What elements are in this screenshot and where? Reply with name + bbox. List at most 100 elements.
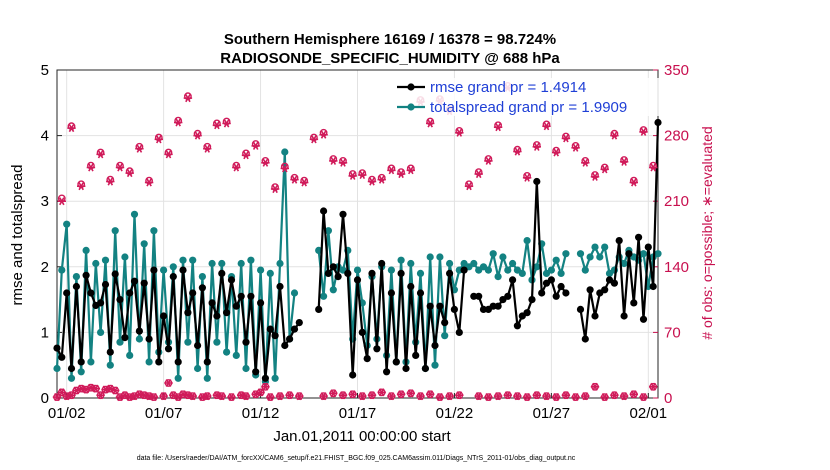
obs-evaluated-stroke <box>398 170 404 179</box>
obs-evaluated-marker <box>406 389 415 398</box>
spread-point <box>547 266 556 274</box>
obs-evaluated-marker <box>426 390 435 399</box>
rmse-point <box>261 374 269 382</box>
rmse-point <box>339 210 347 218</box>
rmse-point <box>271 332 279 340</box>
spread-point <box>470 259 478 268</box>
rmse-point <box>378 259 386 268</box>
obs-evaluated-stroke <box>485 393 492 402</box>
rmse-point <box>223 309 231 317</box>
rmse-point <box>373 345 381 353</box>
obs-evaluated-stroke <box>180 390 186 399</box>
spread-point <box>557 269 565 277</box>
obs-evaluated-stroke <box>650 163 656 172</box>
obs-evaluated-stroke <box>640 393 647 402</box>
y-tick-label: 2 <box>41 259 49 276</box>
obs-evaluated-marker <box>377 175 386 184</box>
spread-point <box>92 259 100 268</box>
obs-evaluated-stroke <box>146 178 152 187</box>
rmse-point <box>189 289 197 297</box>
obs-evaluated-marker <box>513 147 522 156</box>
rmse-point <box>421 364 429 373</box>
rmse-point <box>363 355 371 363</box>
spread-point <box>329 286 337 294</box>
obs-evaluated-stroke <box>388 392 395 401</box>
rmse-point <box>111 270 119 278</box>
obs-evaluated-stroke <box>485 156 492 165</box>
x-axis-label: Jan.01,2011 00:00:00 start <box>273 428 451 445</box>
obs-evaluated-stroke <box>320 130 327 139</box>
obs-evaluated-stroke <box>446 392 453 401</box>
obs-evaluated-stroke <box>553 393 559 402</box>
spread-point <box>508 259 517 268</box>
rmse-point <box>213 312 221 320</box>
obs-evaluated-stroke <box>378 388 385 397</box>
spread-point <box>223 348 231 356</box>
rmse-point <box>169 273 177 281</box>
obs-evaluated-marker <box>96 391 105 400</box>
obs-evaluated-marker <box>241 151 251 160</box>
rmse-point <box>547 276 556 284</box>
rmse-point <box>257 299 265 307</box>
rmse-point <box>475 292 483 300</box>
rmse-point <box>455 328 463 336</box>
rmse-point <box>407 282 415 291</box>
obs-evaluated-marker <box>542 392 551 401</box>
obs-evaluated-marker <box>581 392 590 401</box>
obs-evaluated-stroke <box>311 135 317 144</box>
obs-evaluated-stroke <box>475 170 482 179</box>
rmse-point <box>232 302 240 310</box>
spread-point <box>198 273 206 281</box>
rmse-point <box>334 273 342 281</box>
obs-evaluated-marker <box>493 392 503 401</box>
y2-axis-label: # of obs: o=possible; ∗=evaluated <box>699 126 715 339</box>
obs-evaluated-stroke <box>330 156 337 165</box>
obs-evaluated-marker <box>435 393 445 402</box>
chart-title: Southern Hemisphere 16169 / 16378 = 98.7… <box>224 31 556 48</box>
obs-evaluated-marker <box>319 392 328 401</box>
rmse-point <box>601 286 609 294</box>
rmse-point <box>160 312 168 320</box>
spread-point <box>387 266 395 274</box>
rmse-point <box>450 305 458 313</box>
obs-evaluated-stroke <box>611 391 618 400</box>
obs-evaluated-marker <box>426 119 435 128</box>
obs-evaluated-marker <box>295 392 304 401</box>
rmse-point <box>67 364 76 373</box>
obs-evaluated-marker <box>67 124 76 133</box>
rmse-point <box>194 341 202 350</box>
obs-evaluated-stroke <box>514 147 521 156</box>
rmse-point <box>644 243 652 251</box>
obs-evaluated-stroke <box>349 390 356 399</box>
obs-evaluated-marker <box>649 382 658 391</box>
y2-tick-label: 280 <box>664 128 689 145</box>
spread-point <box>101 256 110 264</box>
rmse-point <box>179 266 187 274</box>
obs-evaluated-marker <box>67 391 76 400</box>
obs-evaluated-marker <box>149 393 159 402</box>
obs-evaluated-marker <box>188 392 197 401</box>
obs-evaluated-marker <box>552 393 561 402</box>
rmse-point <box>53 344 61 352</box>
obs-evaluated-stroke <box>88 163 94 172</box>
obs-evaluated-marker <box>387 392 396 401</box>
rmse-point <box>130 277 139 285</box>
y-tick-label: 3 <box>41 193 49 210</box>
x-tick-label: 01/27 <box>533 405 571 422</box>
obs-evaluated-stroke <box>514 392 521 401</box>
obs-evaluated-marker <box>144 178 154 187</box>
obs-evaluated-marker <box>183 94 193 103</box>
obs-evaluated-marker <box>241 392 251 401</box>
x-tick-label: 01/02 <box>48 405 86 422</box>
spread-point <box>160 266 168 274</box>
obs-evaluated-stroke <box>631 178 637 187</box>
obs-evaluated-marker <box>275 392 285 401</box>
tick-labels: 0 1 2 3 4 5 0 70 140 210 280 350 01/02 01/07 01/12 01/1… <box>41 62 689 422</box>
rmse-point <box>227 276 236 284</box>
obs-evaluated-stroke <box>93 384 99 393</box>
obs-evaluated-marker <box>164 150 173 159</box>
spread-point <box>111 227 119 235</box>
obs-evaluated-marker <box>639 393 648 402</box>
rmse-point <box>320 207 328 215</box>
